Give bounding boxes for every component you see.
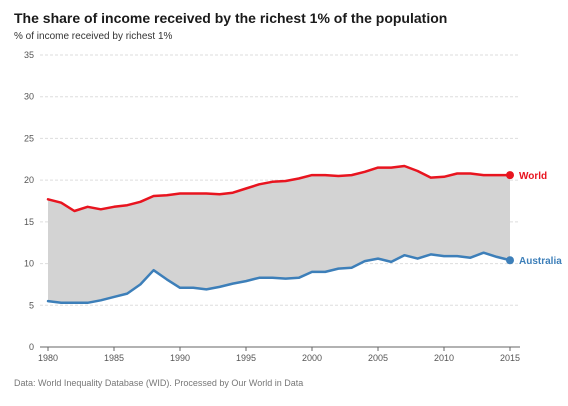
series-label-australia: Australia	[519, 256, 562, 267]
x-tick-label: 2005	[368, 353, 388, 363]
shaded-area-between-series	[48, 166, 510, 303]
series-end-marker-australia	[506, 256, 514, 265]
y-tick-label: 0	[29, 342, 34, 352]
y-tick-label: 25	[24, 133, 34, 143]
x-tick-label: 1990	[170, 353, 190, 363]
series-labels: World Australia	[519, 171, 562, 267]
y-tick-label: 5	[29, 300, 34, 310]
y-tick-label: 20	[24, 175, 34, 185]
x-tick-label: 1980	[38, 353, 58, 363]
y-tick-label: 10	[24, 259, 34, 269]
chart-title: The share of income received by the rich…	[14, 10, 448, 26]
x-tick-label: 1985	[104, 353, 124, 363]
series-line-australia	[46, 251, 512, 305]
series-lines	[46, 164, 514, 305]
series-end-marker-world	[506, 171, 514, 180]
axis-ticks: 0 5 10 15 20 25 30 35 1980 1985 1990 1995 2000 2005 20…	[24, 50, 520, 363]
x-tick-label: 1995	[236, 353, 256, 363]
series-label-world: World	[519, 171, 547, 182]
series-line-world	[46, 164, 512, 213]
shaded-area	[48, 166, 510, 303]
chart-subtitle: % of income received by richest 1%	[14, 31, 173, 42]
source-note: Data: World Inequality Database (WID). P…	[14, 378, 304, 388]
x-tick-label: 2000	[302, 353, 322, 363]
y-tick-label: 30	[24, 92, 34, 102]
y-tick-label: 35	[24, 50, 34, 60]
x-tick-label: 2015	[500, 353, 520, 363]
x-tick-label: 2010	[434, 353, 454, 363]
y-tick-label: 15	[24, 217, 34, 227]
